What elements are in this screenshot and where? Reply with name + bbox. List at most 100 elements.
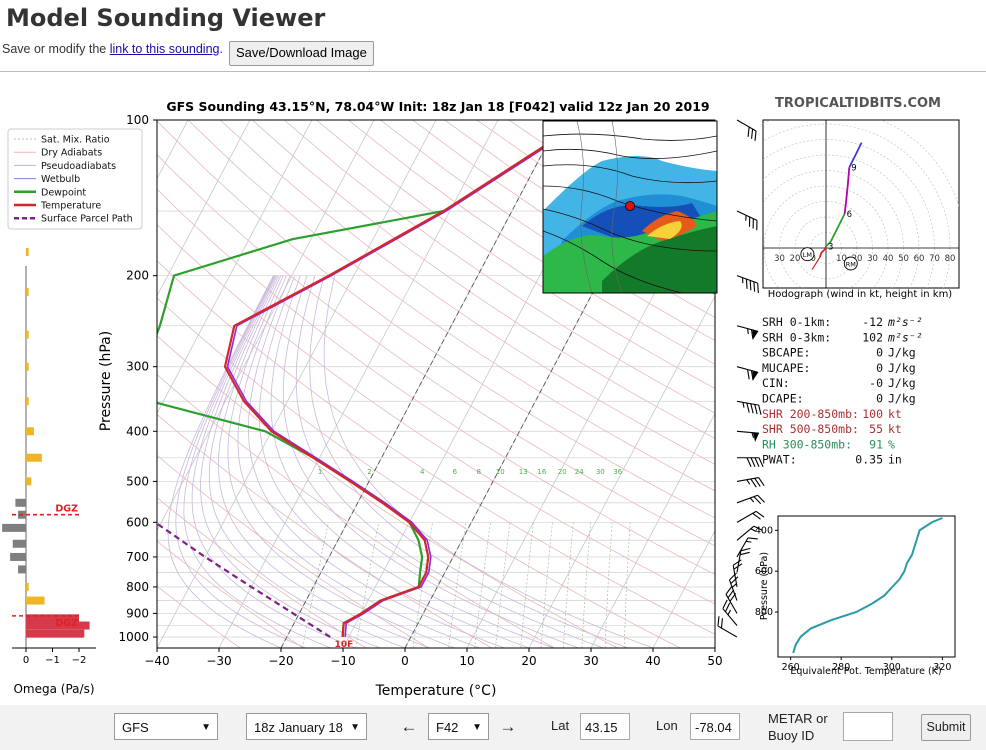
hodograph-ring-label: 20 xyxy=(790,254,801,264)
mixing-ratio-label: 4 xyxy=(420,468,425,476)
hodograph-trace xyxy=(848,142,863,168)
arrow-left-icon: ← xyxy=(400,717,418,736)
mixing-ratio-label: 30 xyxy=(596,468,605,476)
wind-barb xyxy=(736,430,759,442)
model-select-value: GFS xyxy=(122,720,149,735)
index-label: RH 300-850mb: xyxy=(762,437,852,451)
omega-panel: 0 −1 −2 DGZ DGZ xyxy=(2,247,96,666)
mixing-ratio-label: 1 xyxy=(318,468,322,476)
index-value: 0 xyxy=(876,346,883,360)
omega-tick-label: −2 xyxy=(72,655,87,666)
mixing-ratio-label: 16 xyxy=(537,468,546,476)
lat-label: Lat xyxy=(551,718,570,733)
sounding-link[interactable]: link to this sounding xyxy=(109,42,220,56)
dgz-label: DGZ xyxy=(55,618,78,629)
submit-button[interactable]: Submit xyxy=(921,714,971,741)
page-title: Model Sounding Viewer xyxy=(6,4,326,32)
wind-barb xyxy=(736,525,763,541)
mixing-ratio-label: 20 xyxy=(558,468,567,476)
omega-bar xyxy=(12,539,26,548)
forecast-hour-select[interactable]: F42 ▼ xyxy=(428,713,489,740)
pressure-tick-label: 1000 xyxy=(118,630,149,644)
index-value: 102 xyxy=(862,330,883,344)
pressure-tick-label: 400 xyxy=(126,424,149,438)
hodograph-ring-label: 10 xyxy=(836,254,847,264)
arrow-right-icon: → xyxy=(499,717,517,736)
wind-barb xyxy=(736,210,758,231)
metar-label: METAR or Buoy ID xyxy=(768,711,828,743)
index-unit: % xyxy=(888,437,895,451)
pressure-tick-label: 300 xyxy=(126,360,149,374)
model-select[interactable]: GFS ▼ xyxy=(114,713,218,740)
index-label: CIN: xyxy=(762,376,790,390)
save-instructions: Save or modify the link to this sounding… xyxy=(2,42,223,56)
previous-hour-button[interactable]: ← xyxy=(397,715,421,739)
index-value: 0.35 xyxy=(855,453,883,467)
temperature-tick-label: −20 xyxy=(268,654,293,668)
theta-e-frame xyxy=(777,515,956,658)
pressure-axis-ticks: 100 200 300 400 500 600 700 800 900 1000 xyxy=(118,113,157,644)
hodograph-caption: Hodograph (wind in kt, height in km) xyxy=(768,289,953,300)
radar-map-inset xyxy=(543,121,717,293)
temperature-tick-label: −10 xyxy=(330,654,355,668)
next-hour-button[interactable]: → xyxy=(496,715,520,739)
lon-input[interactable]: -78.04 xyxy=(690,713,740,740)
lon-label: Lon xyxy=(656,718,678,733)
mixing-ratio-label: 24 xyxy=(575,468,584,476)
storm-motion-marker: LM xyxy=(803,251,812,259)
parcel-path-line xyxy=(157,522,331,638)
index-unit: J/kg xyxy=(888,376,916,390)
lat-input[interactable]: 43.15 xyxy=(580,713,630,740)
wind-barb xyxy=(737,457,764,467)
mixing-ratio-label: 2 xyxy=(367,468,371,476)
hodograph-trace xyxy=(818,246,827,258)
legend-item-label: Dewpoint xyxy=(41,187,86,198)
indices-table: SRH 0-1km: -12 m²s⁻² SRH 0-3km: 102 m²s⁻² SBCA… xyxy=(762,315,923,467)
hodograph-trace xyxy=(825,213,846,248)
temperature-tick-label: 40 xyxy=(645,654,660,668)
omega-bar xyxy=(15,498,26,507)
hodograph-ring-label: 80 xyxy=(945,254,956,264)
index-value: 55 xyxy=(869,422,883,436)
theta-e-xtick: 260 xyxy=(782,662,800,673)
index-unit: kt xyxy=(888,407,902,421)
temperature-tick-label: −30 xyxy=(206,654,231,668)
theta-e-ytick: 400 xyxy=(755,525,773,536)
sounding-title: GFS Sounding 43.15°N, 78.04°W Init: 18z … xyxy=(166,99,709,114)
hodograph-ring-label: 70 xyxy=(929,254,940,264)
index-unit: m²s⁻² xyxy=(887,315,923,329)
save-download-button[interactable]: Save/Download Image xyxy=(229,41,374,66)
omega-bar xyxy=(26,614,79,623)
omega-bar xyxy=(2,523,27,532)
wind-barbs xyxy=(717,119,765,638)
legend-item-label: Surface Parcel Path xyxy=(41,214,133,225)
surface-temp-label: 10F xyxy=(335,640,354,650)
hodograph-height-label: 6 xyxy=(847,210,852,220)
mixing-ratio-label: 13 xyxy=(519,468,528,476)
index-unit: in xyxy=(888,453,902,467)
legend-item-label: Dry Adiabats xyxy=(41,148,102,159)
mixing-ratio-label: 8 xyxy=(477,468,481,476)
temperature-tick-label: 30 xyxy=(583,654,598,668)
omega-bar xyxy=(26,453,42,462)
index-label: MUCAPE: xyxy=(762,361,810,375)
index-value: -0 xyxy=(869,376,883,390)
index-label: PWAT: xyxy=(762,453,797,467)
legend-item-label: Sat. Mix. Ratio xyxy=(41,135,110,146)
temperature-tick-label: 0 xyxy=(401,654,409,668)
dgz-label: DGZ xyxy=(55,504,78,515)
hodograph-ring-label: 40 xyxy=(883,254,894,264)
metar-input[interactable] xyxy=(843,712,893,741)
temperature-tick-label: 50 xyxy=(707,654,722,668)
wind-barb xyxy=(722,599,738,626)
omega-tick-label: 0 xyxy=(23,655,29,666)
index-label: SHR 500-850mb: xyxy=(762,422,859,436)
sounding-image: 1 2 4 6 8 10 13 16 20 24 30 36 10F GFS Sounding 43.… xyxy=(2,91,970,705)
omega-bar xyxy=(26,582,29,591)
omega-bar xyxy=(26,629,85,638)
omega-bar xyxy=(10,552,26,561)
run-select[interactable]: 18z January 18 ▼ xyxy=(246,713,367,740)
skewt-legend: Sat. Mix. Ratio Dry Adiabats Pseudoadiabat… xyxy=(7,128,143,230)
omega-axis-label: Omega (Pa/s) xyxy=(13,682,94,696)
hodograph: 3020101020304050607080369LMRM xyxy=(763,120,959,288)
